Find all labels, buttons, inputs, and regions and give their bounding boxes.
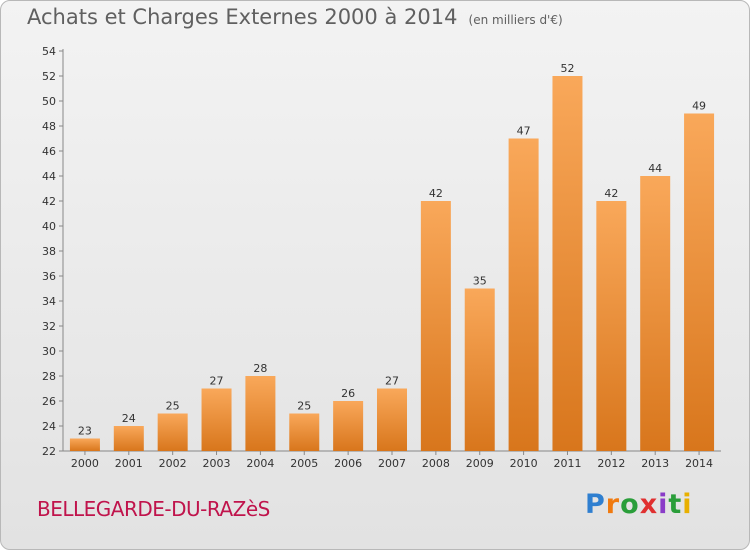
x-tick-label: 2004 <box>246 457 274 470</box>
proxiti-logo: Proxiti <box>585 489 693 520</box>
bar-value-label: 35 <box>473 275 487 288</box>
logo-letter: r <box>605 489 621 520</box>
bar <box>508 138 539 451</box>
x-tick-label: 2008 <box>422 457 450 470</box>
bar <box>333 401 364 451</box>
logo-letter: t <box>668 489 683 520</box>
bar-value-label: 28 <box>253 362 267 375</box>
bar-value-label: 27 <box>210 375 224 388</box>
y-tick-label: 44 <box>42 170 56 183</box>
bar <box>596 201 627 451</box>
logo-letter: i <box>682 489 693 520</box>
bar <box>377 388 407 451</box>
x-tick-label: 2006 <box>334 457 362 470</box>
bar-value-label: 52 <box>560 62 574 75</box>
y-tick-label: 40 <box>42 220 56 233</box>
bar <box>420 201 451 451</box>
y-tick-label: 50 <box>42 95 56 108</box>
y-tick-label: 54 <box>42 45 56 58</box>
y-tick-label: 34 <box>42 295 56 308</box>
x-tick-label: 2003 <box>203 457 231 470</box>
x-tick-label: 2009 <box>466 457 494 470</box>
x-tick-label: 2013 <box>641 457 669 470</box>
bar <box>684 113 715 451</box>
y-tick-label: 32 <box>42 320 56 333</box>
x-tick-label: 2005 <box>290 457 318 470</box>
bar-value-label: 24 <box>122 412 136 425</box>
logo-letter: x <box>639 489 659 520</box>
x-tick-label: 2014 <box>685 457 713 470</box>
y-tick-label: 22 <box>42 445 56 458</box>
bar <box>157 413 188 451</box>
bar-value-label: 42 <box>604 187 618 200</box>
x-tick-label: 2011 <box>553 457 581 470</box>
y-tick-label: 30 <box>42 345 56 358</box>
place-name: BELLEGARDE-DU-RAZèS <box>37 497 270 521</box>
chart-unit: (en milliers d'€) <box>468 13 563 27</box>
x-tick-label: 2000 <box>71 457 99 470</box>
bar-value-label: 44 <box>648 162 662 175</box>
logo-letter: i <box>658 489 669 520</box>
bar-value-label: 49 <box>692 100 706 113</box>
bar-value-label: 23 <box>78 425 92 438</box>
bar <box>640 176 671 451</box>
bar-value-label: 47 <box>517 125 531 138</box>
bar-value-label: 27 <box>385 375 399 388</box>
chart-title-text: Achats et Charges Externes 2000 à 2014 <box>27 5 458 29</box>
bar <box>69 438 100 451</box>
y-tick-label: 42 <box>42 195 56 208</box>
y-tick-label: 26 <box>42 395 56 408</box>
x-tick-label: 2002 <box>159 457 187 470</box>
x-tick-label: 2001 <box>115 457 143 470</box>
bar-value-label: 26 <box>341 387 355 400</box>
bar <box>464 288 495 451</box>
bar-value-label: 42 <box>429 187 443 200</box>
bar <box>245 376 276 451</box>
bar <box>113 426 144 451</box>
logo-letter: P <box>585 489 606 520</box>
y-tick-label: 28 <box>42 370 56 383</box>
y-tick-label: 38 <box>42 245 56 258</box>
logo-letter: o <box>620 489 640 520</box>
x-tick-label: 2010 <box>510 457 538 470</box>
y-tick-label: 46 <box>42 145 56 158</box>
bar-value-label: 25 <box>166 400 180 413</box>
x-tick-label: 2012 <box>597 457 625 470</box>
y-tick-label: 52 <box>42 70 56 83</box>
y-tick-label: 24 <box>42 420 56 433</box>
bar <box>289 413 320 451</box>
bar-value-label: 25 <box>297 400 311 413</box>
y-tick-label: 48 <box>42 120 56 133</box>
bar <box>552 76 583 451</box>
y-tick-label: 36 <box>42 270 56 283</box>
chart-title: Achats et Charges Externes 2000 à 2014 (… <box>27 5 563 29</box>
x-tick-label: 2007 <box>378 457 406 470</box>
bar <box>201 388 232 451</box>
